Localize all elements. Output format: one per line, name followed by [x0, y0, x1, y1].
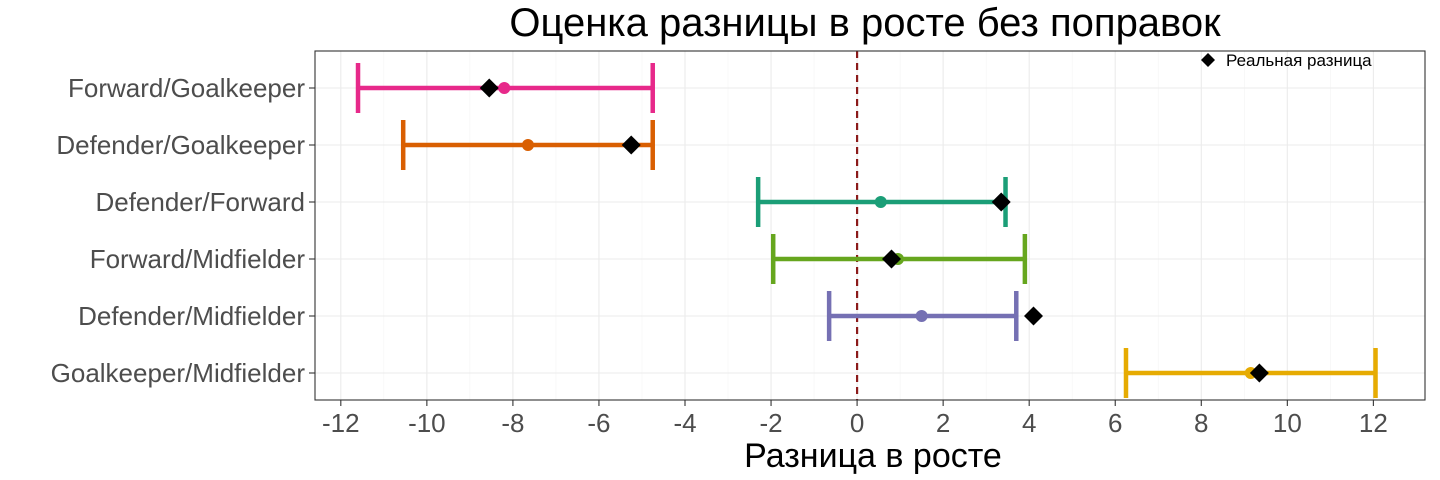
legend-diamond-icon	[1201, 53, 1215, 67]
errorbar-row	[1123, 348, 1378, 398]
legend: Реальная разница	[1201, 51, 1372, 70]
x-tick-label: 4	[1022, 408, 1036, 438]
errorbar-row	[770, 234, 1028, 284]
x-tick-label: 8	[1194, 408, 1208, 438]
actual-diamond	[991, 192, 1011, 212]
y-tick-label: Defender/Goalkeeper	[56, 130, 305, 160]
x-tick-label: 12	[1359, 408, 1388, 438]
y-tick-label: Forward/Midfielder	[90, 244, 306, 274]
plot-panel-border	[314, 50, 1426, 401]
actual-diamond	[1023, 306, 1043, 326]
y-axis-labels: Forward/Goalkeeper Defender/Goalkeeper Def…	[51, 73, 315, 388]
actual-diamond	[1249, 363, 1269, 383]
y-tick-label: Defender/Forward	[95, 187, 305, 217]
x-axis-title: Разница в росте	[744, 437, 1002, 475]
errorbar-row	[400, 120, 655, 170]
x-tick-label: -2	[759, 408, 782, 438]
estimate-point	[874, 196, 887, 208]
errorbar-row	[826, 291, 1043, 341]
x-tick-label: -6	[587, 408, 610, 438]
estimate-point	[915, 310, 928, 322]
series-layer	[355, 63, 1378, 398]
x-axis: -12 -10 -8 -6 -4 -2 0 2 4 6 8 10 12	[322, 400, 1388, 438]
y-tick-label: Forward/Goalkeeper	[68, 73, 305, 103]
x-tick-label: -12	[322, 408, 360, 438]
x-tick-label: 10	[1273, 408, 1302, 438]
actual-diamond	[882, 249, 902, 269]
estimate-point	[498, 82, 511, 94]
errorbar-row	[755, 177, 1011, 227]
y-tick-label: Defender/Midfielder	[78, 301, 305, 331]
grid	[315, 51, 1425, 400]
x-tick-label: 0	[850, 408, 864, 438]
x-tick-label: -8	[501, 408, 524, 438]
y-tick-label: Goalkeeper/Midfielder	[51, 358, 306, 388]
x-tick-label: 6	[1108, 408, 1122, 438]
actual-diamond	[479, 78, 499, 98]
x-tick-label: 2	[936, 408, 950, 438]
legend-label: Реальная разница	[1226, 51, 1372, 70]
x-tick-label: -10	[408, 408, 446, 438]
chart-title: Оценка разницы в росте без поправок	[509, 1, 1221, 45]
x-tick-label: -4	[673, 408, 696, 438]
errorbar-row	[355, 63, 655, 113]
estimate-point	[521, 139, 534, 151]
actual-diamond	[621, 135, 641, 155]
